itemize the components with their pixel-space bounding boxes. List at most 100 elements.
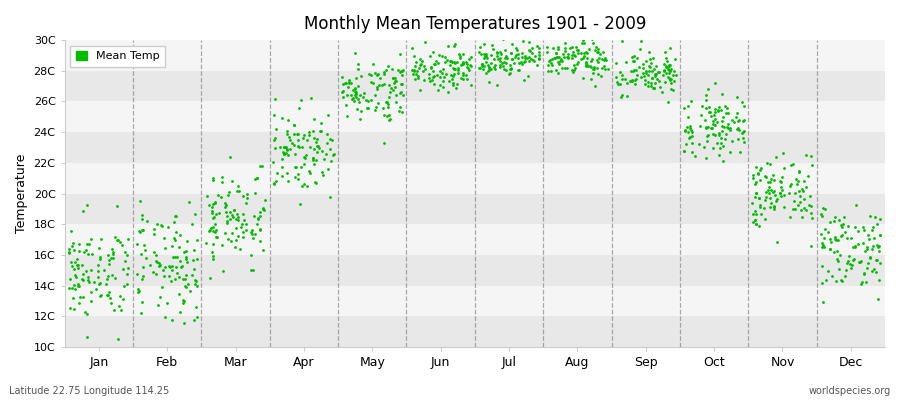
Point xyxy=(544,56,559,62)
Point xyxy=(663,66,678,72)
Point xyxy=(349,91,364,97)
Point xyxy=(113,239,128,245)
Point xyxy=(579,62,593,69)
Point xyxy=(280,128,294,134)
Point xyxy=(830,248,844,254)
Point xyxy=(100,292,114,298)
Point xyxy=(618,58,633,65)
Point xyxy=(827,248,842,255)
Point xyxy=(111,335,125,342)
Point xyxy=(148,231,162,237)
Point xyxy=(637,81,652,87)
Point xyxy=(729,114,743,120)
Point xyxy=(569,44,583,50)
Point xyxy=(339,102,354,108)
Point xyxy=(869,257,884,263)
Point xyxy=(115,296,130,302)
Point xyxy=(168,254,183,260)
Point xyxy=(248,231,262,238)
Point xyxy=(376,104,391,111)
Point xyxy=(448,84,463,91)
Point xyxy=(823,219,837,225)
Point xyxy=(700,131,715,138)
Point xyxy=(203,225,218,231)
Point xyxy=(368,69,382,76)
Bar xyxy=(65,163,885,194)
Point xyxy=(582,46,597,52)
Point xyxy=(65,285,79,291)
Point xyxy=(394,109,409,115)
Point xyxy=(208,221,222,228)
Point xyxy=(102,260,116,267)
Point xyxy=(134,251,148,257)
Point xyxy=(183,287,197,294)
Point xyxy=(351,96,365,102)
Point xyxy=(597,56,611,63)
Point xyxy=(348,75,363,82)
Point xyxy=(219,201,233,208)
Point xyxy=(498,46,512,53)
Y-axis label: Temperature: Temperature xyxy=(15,154,28,233)
Point xyxy=(176,299,190,306)
Point xyxy=(549,50,563,56)
Point xyxy=(68,286,82,292)
Text: worldspecies.org: worldspecies.org xyxy=(809,386,891,396)
Point xyxy=(348,94,363,100)
Point xyxy=(860,278,874,285)
Point xyxy=(753,210,768,217)
Point xyxy=(346,97,361,104)
Point xyxy=(530,62,544,68)
Point xyxy=(236,192,250,199)
Point xyxy=(863,254,878,261)
Point xyxy=(500,54,514,61)
Point xyxy=(772,190,787,196)
Point xyxy=(746,211,760,218)
Point xyxy=(576,36,590,43)
Point xyxy=(340,83,355,90)
Point xyxy=(793,198,807,205)
Point xyxy=(176,249,191,255)
Point xyxy=(646,55,661,62)
Point xyxy=(84,288,98,295)
Point xyxy=(287,122,302,128)
Point xyxy=(707,109,722,116)
Point xyxy=(148,226,162,232)
Point xyxy=(138,247,152,254)
Point xyxy=(370,72,384,78)
Point xyxy=(302,168,316,174)
Point xyxy=(357,90,372,96)
Point xyxy=(118,258,132,264)
Point xyxy=(583,64,598,71)
Point xyxy=(229,225,243,231)
Point xyxy=(851,241,866,247)
Point xyxy=(796,178,811,184)
Point xyxy=(737,128,751,134)
Point xyxy=(347,88,362,95)
Point xyxy=(253,163,267,169)
Point xyxy=(256,206,270,212)
Point xyxy=(339,113,354,119)
Point xyxy=(91,262,105,268)
Point xyxy=(828,214,842,220)
Point xyxy=(230,183,245,189)
Point xyxy=(630,55,644,61)
Point xyxy=(150,259,165,266)
Point xyxy=(185,257,200,263)
Point xyxy=(583,63,598,69)
Point xyxy=(418,66,432,73)
Point xyxy=(692,141,706,147)
Point xyxy=(856,240,870,246)
Point xyxy=(857,270,871,276)
Point xyxy=(848,244,862,250)
Point xyxy=(479,51,493,57)
Point xyxy=(229,216,243,222)
Point xyxy=(251,216,266,222)
Point xyxy=(172,274,186,280)
Point xyxy=(731,118,745,124)
Point xyxy=(386,75,400,82)
Point xyxy=(577,53,591,60)
Point xyxy=(764,199,778,206)
Point xyxy=(269,126,284,132)
Point xyxy=(300,182,314,189)
Point xyxy=(790,202,805,208)
